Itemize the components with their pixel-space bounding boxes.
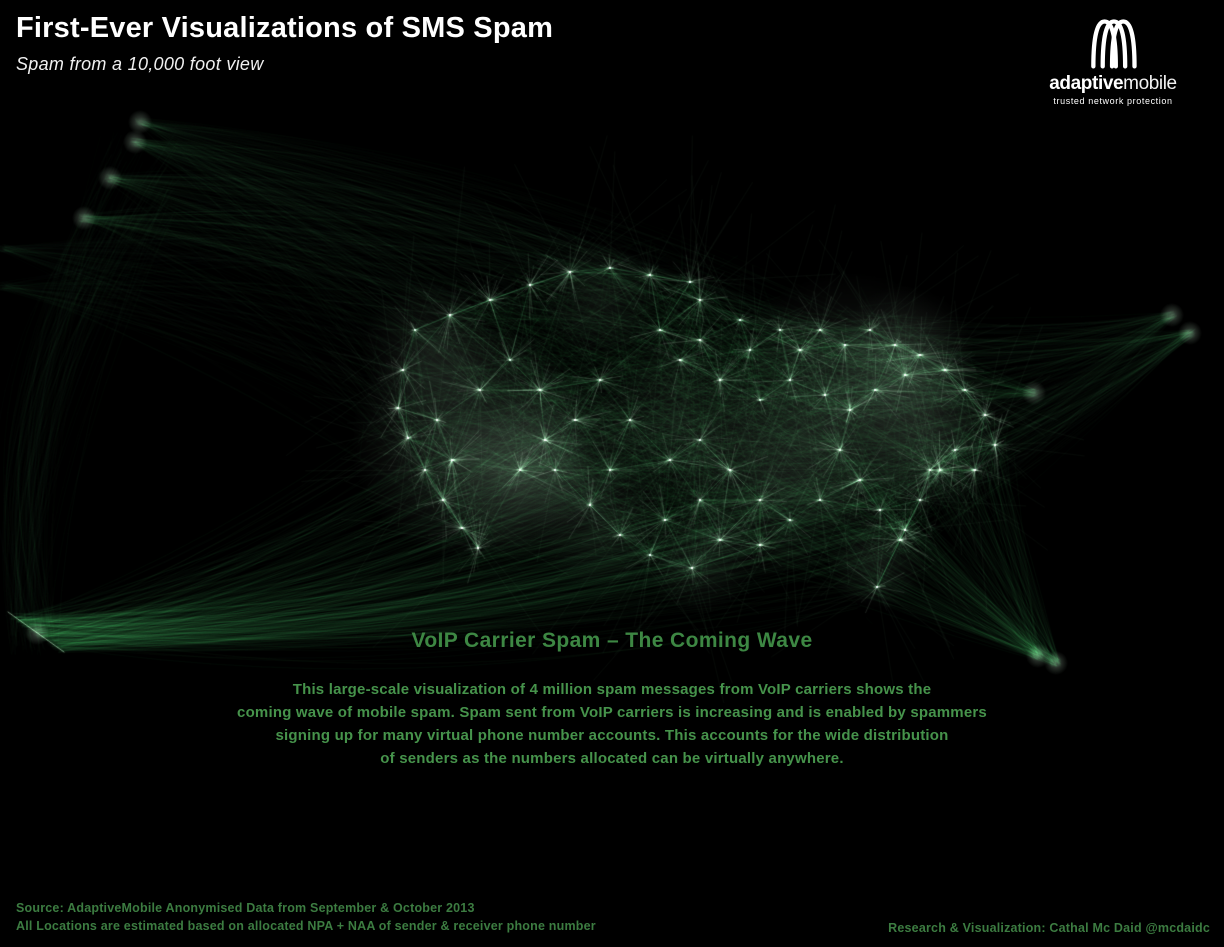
adaptivemobile-monogram-icon: [1091, 19, 1137, 69]
source-note: Source: AdaptiveMobile Anonymised Data f…: [16, 899, 596, 935]
logo-brand-bold: adaptive: [1049, 73, 1124, 94]
caption-line: coming wave of mobile spam. Spam sent fr…: [237, 704, 987, 721]
caption-paragraph: This large-scale visualization of 4 mill…: [0, 678, 1224, 770]
adaptivemobile-logo: adaptivemobile trusted network protectio…: [1028, 14, 1198, 106]
page-subtitle: Spam from a 10,000 foot view: [16, 54, 264, 74]
credit-line: Research & Visualization: Cathal Mc Daid…: [888, 921, 1210, 935]
source-line-1: Source: AdaptiveMobile Anonymised Data f…: [16, 901, 475, 915]
header: First-Ever Visualizations of SMS Spam Sp…: [16, 12, 553, 75]
caption-block: VoIP Carrier Spam – The Coming Wave This…: [0, 629, 1224, 770]
page-title: First-Ever Visualizations of SMS Spam: [16, 12, 554, 44]
caption-line: of senders as the numbers allocated can …: [380, 750, 844, 767]
source-line-2: All Locations are estimated based on all…: [16, 919, 596, 933]
logo-wordmark: adaptivemobile: [1028, 74, 1198, 93]
caption-line: This large-scale visualization of 4 mill…: [292, 681, 932, 698]
caption-line: signing up for many virtual phone number…: [275, 727, 949, 744]
logo-brand-light: mobile: [1123, 73, 1177, 94]
caption-heading: VoIP Carrier Spam – The Coming Wave: [411, 629, 813, 652]
logo-tagline: trusted network protection: [1053, 96, 1173, 106]
